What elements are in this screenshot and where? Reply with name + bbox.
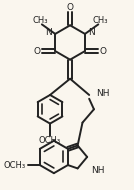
Text: N: N bbox=[88, 28, 95, 37]
Text: NH: NH bbox=[91, 166, 105, 175]
Text: O: O bbox=[67, 3, 74, 12]
Text: OCH₃: OCH₃ bbox=[3, 161, 25, 169]
Text: CH₃: CH₃ bbox=[32, 16, 48, 25]
Text: OCH₃: OCH₃ bbox=[38, 136, 60, 145]
Text: O: O bbox=[100, 47, 107, 56]
Text: CH₃: CH₃ bbox=[92, 16, 108, 25]
Text: O: O bbox=[34, 47, 41, 56]
Text: N: N bbox=[46, 28, 52, 37]
Text: NH: NH bbox=[96, 89, 109, 97]
